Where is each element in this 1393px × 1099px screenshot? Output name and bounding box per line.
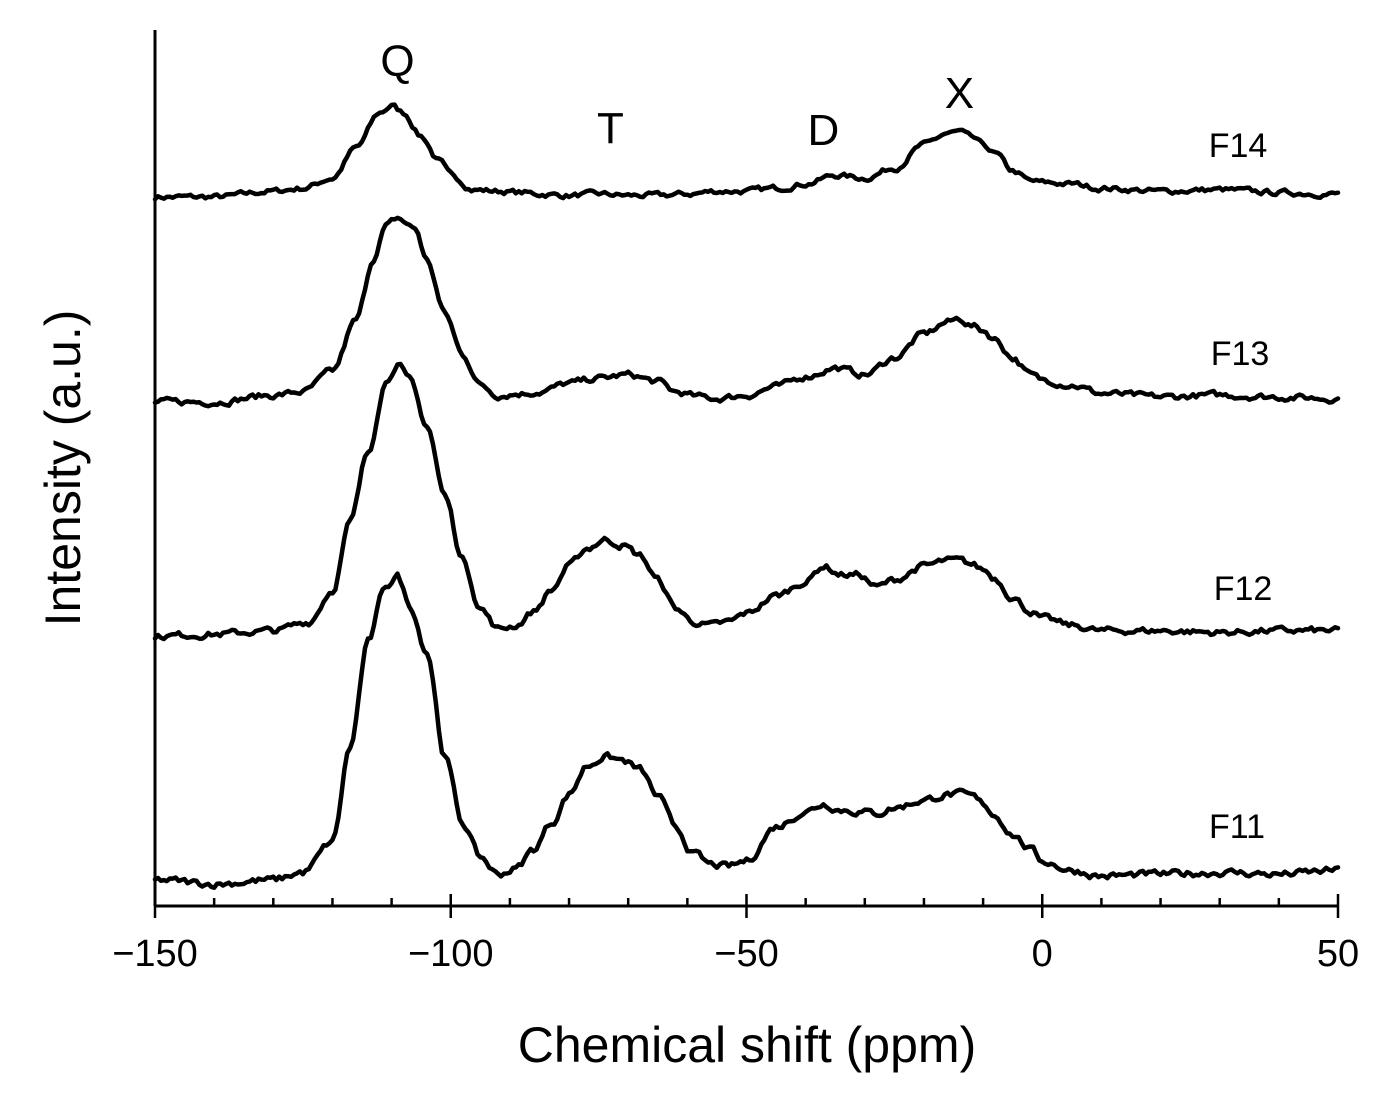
peak-label-d: D (808, 106, 840, 155)
series-labels: F14 F13 F12 F11 (1209, 127, 1273, 846)
x-tick-label: −50 (714, 933, 778, 975)
y-axis-title: Intensity (a.u.) (35, 310, 91, 627)
peak-label-x: X (945, 69, 974, 118)
series-line-f11 (152, 571, 1341, 890)
series-line-f13 (152, 215, 1341, 409)
peak-label-q: Q (380, 37, 414, 86)
peak-labels: Q T D X (380, 37, 974, 155)
series-label-f11: F11 (1209, 808, 1265, 846)
peak-label-t: T (597, 104, 624, 153)
series-line-f14 (152, 102, 1341, 202)
x-axis-ticks: −150 −100 −50 0 50 (112, 894, 1359, 975)
spectra-traces (152, 102, 1341, 890)
x-tick-label: 0 (1032, 933, 1053, 975)
series-line-f12 (152, 361, 1341, 642)
series-label-f14: F14 (1209, 127, 1268, 165)
series-label-f13: F13 (1211, 335, 1270, 373)
x-tick-label: −100 (408, 933, 494, 975)
series-label-f12: F12 (1214, 570, 1273, 608)
x-tick-label: 50 (1317, 933, 1359, 975)
x-axis-title: Chemical shift (ppm) (518, 1017, 976, 1073)
x-tick-label: −150 (112, 933, 198, 975)
